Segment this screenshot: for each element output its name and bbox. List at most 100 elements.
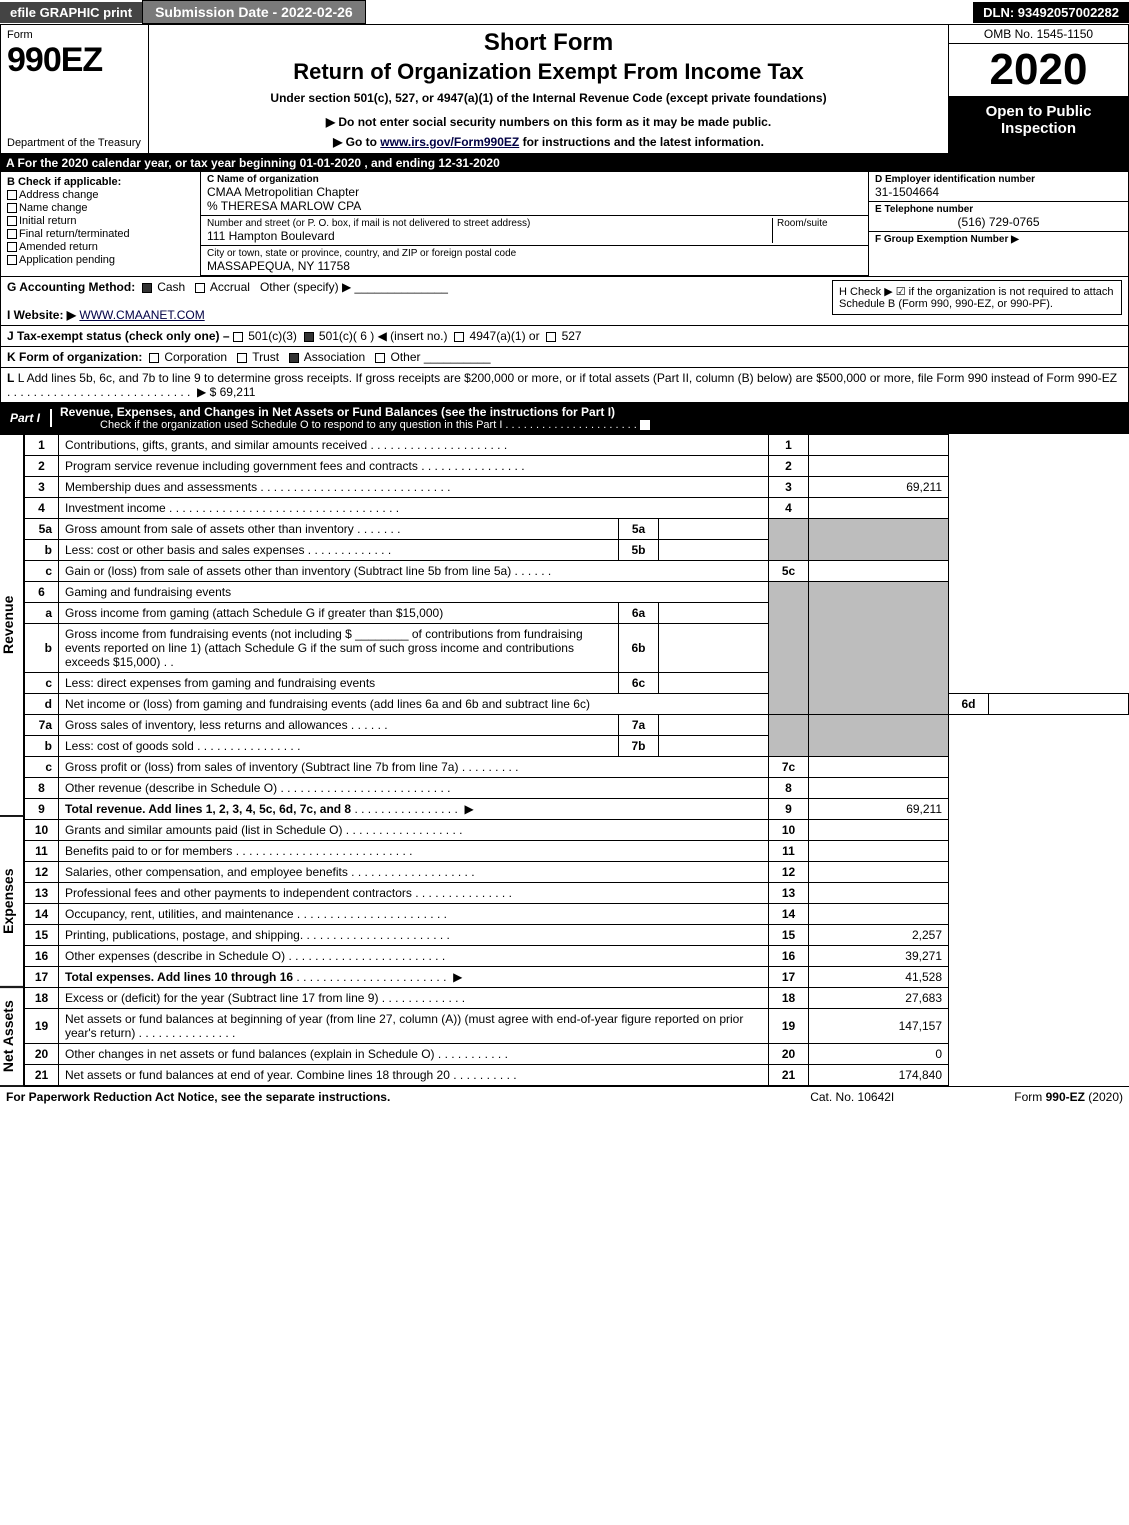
- line-9: 9 Total revenue. Add lines 1, 2, 3, 4, 5…: [25, 799, 1129, 820]
- street-label: Number and street (or P. O. box, if mail…: [207, 218, 772, 229]
- chk-name-change[interactable]: Name change: [7, 202, 194, 214]
- lines-table: 1 Contributions, gifts, grants, and simi…: [24, 434, 1129, 1086]
- top-bar: efile GRAPHIC print Submission Date - 20…: [0, 0, 1129, 25]
- line-6a: a Gross income from gaming (attach Sched…: [25, 603, 1129, 624]
- chk-corporation[interactable]: [149, 353, 159, 363]
- side-labels: Revenue Expenses Net Assets: [0, 434, 24, 1086]
- ssn-warning: ▶ Do not enter social security numbers o…: [157, 115, 940, 129]
- form-number: 990EZ: [7, 41, 142, 80]
- line-20: 20 Other changes in net assets or fund b…: [25, 1044, 1129, 1065]
- cat-no: Cat. No. 10642I: [810, 1090, 894, 1104]
- part1-check-text: Check if the organization used Schedule …: [100, 419, 502, 431]
- open-public-badge: Open to Public Inspection: [949, 97, 1128, 153]
- chk-association[interactable]: [289, 353, 299, 363]
- line-6c: c Less: direct expenses from gaming and …: [25, 673, 1129, 694]
- line-21: 21 Net assets or fund balances at end of…: [25, 1065, 1129, 1086]
- box-b: B Check if applicable: Address change Na…: [1, 172, 201, 276]
- short-form-title: Short Form: [157, 29, 940, 57]
- line-7c: c Gross profit or (loss) from sales of i…: [25, 757, 1129, 778]
- line-7a: 7a Gross sales of inventory, less return…: [25, 715, 1129, 736]
- group-exemption-label: F Group Exemption Number ▶: [875, 234, 1019, 245]
- omb-number: OMB No. 1545-1150: [949, 25, 1128, 44]
- line-1: 1 Contributions, gifts, grants, and simi…: [25, 435, 1129, 456]
- chk-accrual[interactable]: [195, 283, 205, 293]
- box-j-label: J Tax-exempt status (check only one) –: [7, 329, 230, 343]
- box-g-label: G Accounting Method:: [7, 280, 135, 294]
- irs-link[interactable]: www.irs.gov/Form990EZ: [380, 135, 519, 149]
- line-3: 3 Membership dues and assessments . . . …: [25, 477, 1129, 498]
- city-label: City or town, state or province, country…: [207, 248, 862, 259]
- part1-checkbox[interactable]: ✔: [640, 420, 650, 430]
- website-link[interactable]: WWW.CMAANET.COM: [79, 308, 204, 322]
- header-right: OMB No. 1545-1150 2020 Open to Public In…: [948, 25, 1128, 153]
- tax-year: 2020: [949, 44, 1128, 97]
- ein-label: D Employer identification number: [875, 174, 1035, 185]
- part1-tag: Part I: [0, 409, 52, 427]
- line-6d: d Net income or (loss) from gaming and f…: [25, 694, 1129, 715]
- phone-label: E Telephone number: [875, 204, 973, 215]
- chk-501c3[interactable]: [233, 332, 243, 342]
- chk-other-org[interactable]: [375, 353, 385, 363]
- lines-wrapper: Revenue Expenses Net Assets 1 Contributi…: [0, 433, 1129, 1086]
- row-l: L L Add lines 5b, 6c, and 7b to line 9 t…: [0, 368, 1129, 403]
- chk-address-change[interactable]: Address change: [7, 189, 194, 201]
- ein-value: 31-1504664: [875, 185, 1122, 199]
- line-8: 8 Other revenue (describe in Schedule O)…: [25, 778, 1129, 799]
- street-cell: Number and street (or P. O. box, if mail…: [201, 216, 868, 246]
- org-name-value: CMAA Metropolitian Chapter: [207, 185, 862, 199]
- chk-amended-return[interactable]: Amended return: [7, 241, 194, 253]
- room-label: Room/suite: [777, 218, 862, 229]
- chk-4947[interactable]: [454, 332, 464, 342]
- submission-date-badge: Submission Date - 2022-02-26: [142, 0, 366, 24]
- revenue-side-label: Revenue: [0, 434, 24, 816]
- line-13: 13 Professional fees and other payments …: [25, 883, 1129, 904]
- line-5a: 5a Gross amount from sale of assets othe…: [25, 519, 1129, 540]
- under-section: Under section 501(c), 527, or 4947(a)(1)…: [157, 91, 940, 105]
- part1-header: Part I Revenue, Expenses, and Changes in…: [0, 403, 1129, 433]
- chk-application-pending[interactable]: Application pending: [7, 254, 194, 266]
- chk-527[interactable]: [546, 332, 556, 342]
- line-19: 19 Net assets or fund balances at beginn…: [25, 1009, 1129, 1044]
- paperwork-notice: For Paperwork Reduction Act Notice, see …: [6, 1090, 390, 1104]
- header-center: Short Form Return of Organization Exempt…: [149, 25, 948, 153]
- line-4: 4 Investment income . . . . . . . . . . …: [25, 498, 1129, 519]
- city-value: MASSAPEQUA, NY 11758: [207, 259, 862, 273]
- chk-501c[interactable]: [304, 332, 314, 342]
- box-b-title: B Check if applicable:: [7, 176, 194, 188]
- chk-initial-return[interactable]: Initial return: [7, 215, 194, 227]
- org-name-label: C Name of organization: [207, 174, 862, 185]
- ein-cell: D Employer identification number 31-1504…: [869, 172, 1128, 202]
- line-2: 2 Program service revenue including gove…: [25, 456, 1129, 477]
- expenses-side-label: Expenses: [0, 816, 24, 987]
- dln-badge: DLN: 93492057002282: [973, 2, 1129, 23]
- goto-link[interactable]: ▶ Go to www.irs.gov/Form990EZ for instru…: [157, 135, 940, 149]
- form-ref: Form 990-EZ (2020): [1014, 1090, 1123, 1104]
- line-15: 15 Printing, publications, postage, and …: [25, 925, 1129, 946]
- period-row: A For the 2020 calendar year, or tax yea…: [0, 154, 1129, 172]
- header-left: Form 990EZ Department of the Treasury: [1, 25, 149, 153]
- chk-cash[interactable]: [142, 283, 152, 293]
- return-title: Return of Organization Exempt From Incom…: [157, 59, 940, 85]
- line-6b: b Gross income from fundraising events (…: [25, 624, 1129, 673]
- line-12: 12 Salaries, other compensation, and emp…: [25, 862, 1129, 883]
- line-16: 16 Other expenses (describe in Schedule …: [25, 946, 1129, 967]
- box-c-d: C Name of organization CMAA Metropolitia…: [201, 172, 1128, 276]
- footer-row: For Paperwork Reduction Act Notice, see …: [0, 1086, 1129, 1107]
- department-label: Department of the Treasury: [7, 137, 141, 149]
- other-specify: Other (specify) ▶: [260, 280, 351, 294]
- chk-final-return[interactable]: Final return/terminated: [7, 228, 194, 240]
- line-7b: b Less: cost of goods sold . . . . . . .…: [25, 736, 1129, 757]
- line-5c: c Gain or (loss) from sale of assets oth…: [25, 561, 1129, 582]
- efile-print-button[interactable]: efile GRAPHIC print: [0, 2, 142, 23]
- row-g-h: H Check ▶ ☑ if the organization is not r…: [0, 277, 1129, 326]
- line-5b: b Less: cost or other basis and sales ex…: [25, 540, 1129, 561]
- part1-title: Revenue, Expenses, and Changes in Net As…: [52, 403, 1129, 433]
- line-17: 17 Total expenses. Add lines 10 through …: [25, 967, 1129, 988]
- box-h: H Check ▶ ☑ if the organization is not r…: [832, 280, 1122, 315]
- chk-trust[interactable]: [237, 353, 247, 363]
- form-header: Form 990EZ Department of the Treasury Sh…: [0, 25, 1129, 154]
- line-18: 18 Excess or (deficit) for the year (Sub…: [25, 988, 1129, 1009]
- box-l-text: L Add lines 5b, 6c, and 7b to line 9 to …: [18, 371, 1117, 385]
- row-k: K Form of organization: Corporation Trus…: [0, 347, 1129, 368]
- org-name-cell: C Name of organization CMAA Metropolitia…: [201, 172, 868, 216]
